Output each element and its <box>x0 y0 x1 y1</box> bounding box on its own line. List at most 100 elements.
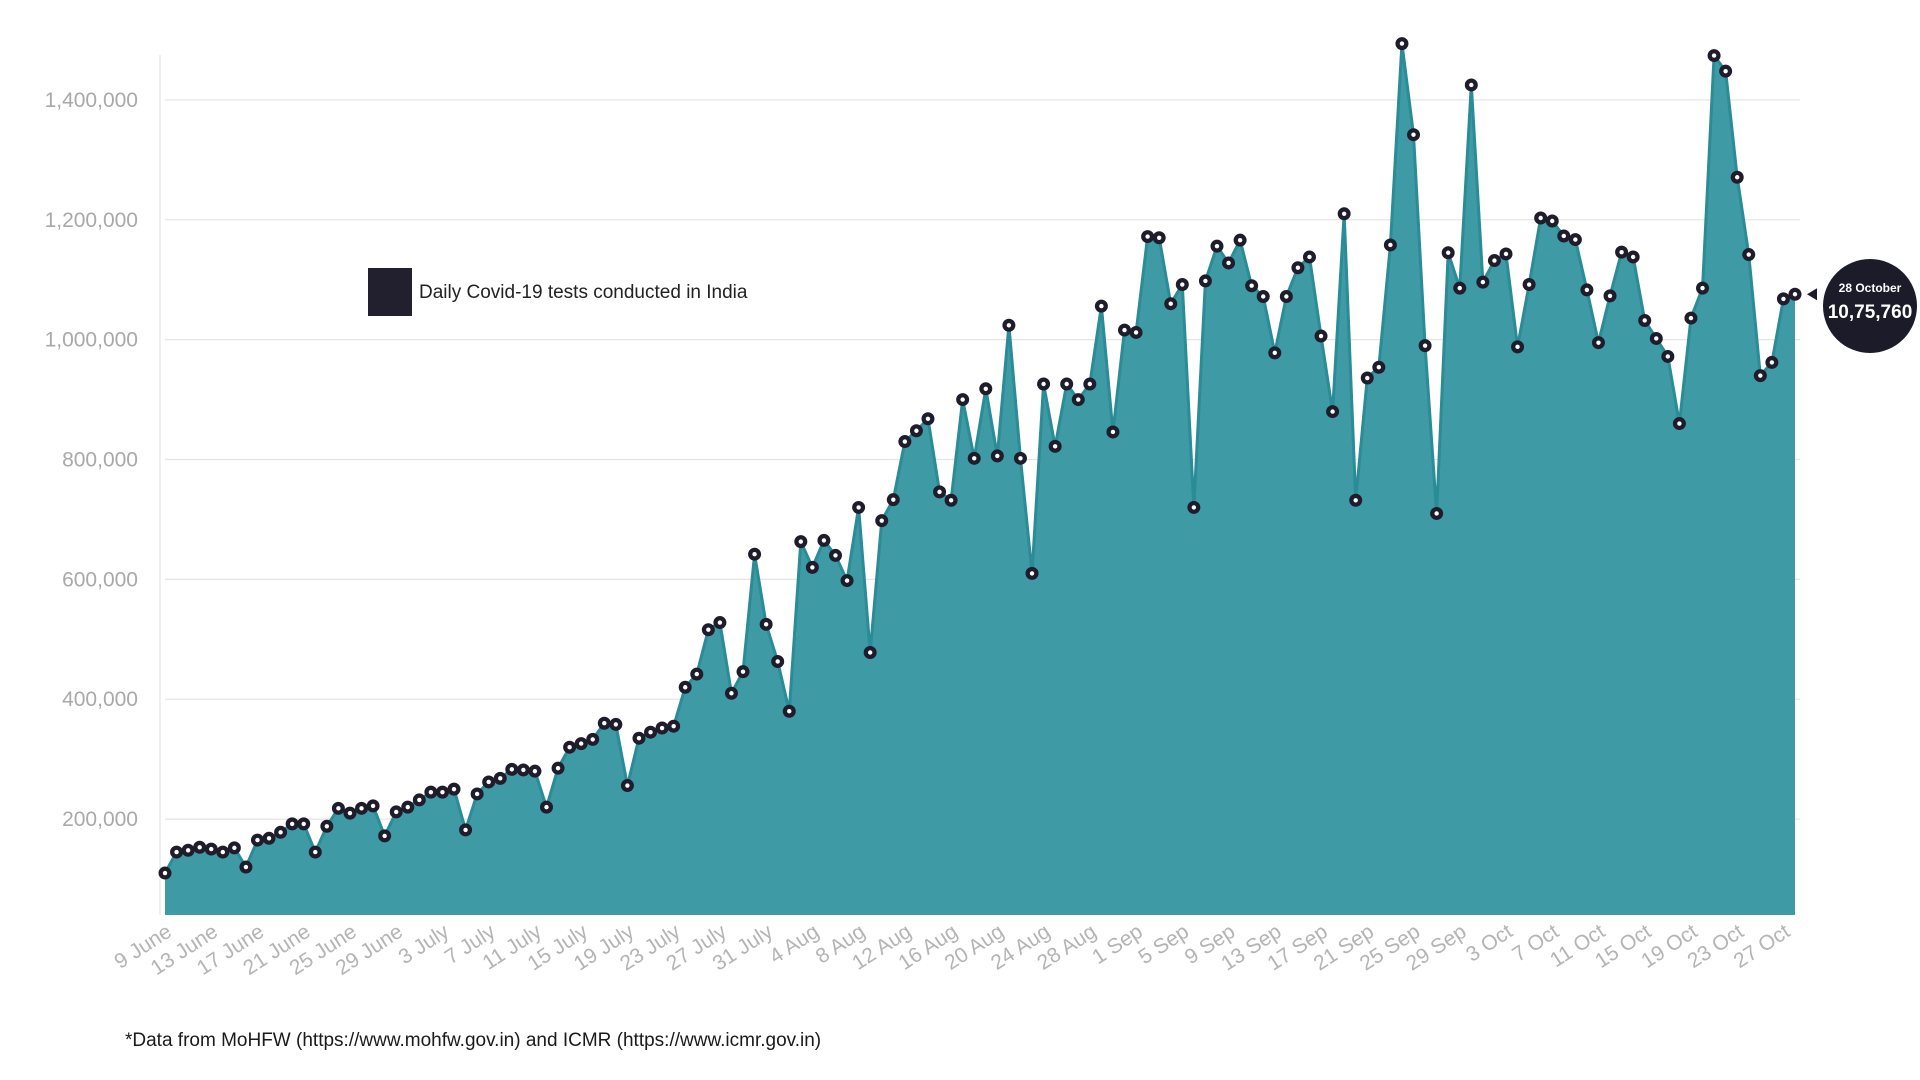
data-point-center <box>347 810 353 816</box>
data-point-center <box>625 783 630 788</box>
data-point-center <box>1341 211 1347 217</box>
data-point-center <box>1133 330 1139 335</box>
data-point-center <box>1122 327 1127 333</box>
data-point-center <box>1480 279 1486 285</box>
source-footnote: *Data from MoHFW (https://www.mohfw.gov.… <box>125 1030 822 1051</box>
data-point-center <box>683 685 688 690</box>
data-point-center <box>636 736 642 741</box>
data-point-center <box>278 830 283 835</box>
data-point-center <box>324 824 330 829</box>
data-point-center <box>521 767 526 773</box>
data-point-center <box>914 428 919 433</box>
data-point-center <box>602 721 607 726</box>
data-point-center <box>1029 571 1035 576</box>
data-point-center <box>648 730 653 735</box>
data-point-center <box>1688 315 1694 321</box>
data-point-center <box>891 497 896 502</box>
x-tick-label: 3 July <box>395 920 454 969</box>
data-point-center <box>255 837 260 843</box>
data-point-center <box>1388 242 1393 248</box>
data-point-center <box>1596 340 1601 345</box>
data-point-center <box>1330 409 1335 414</box>
data-point-center <box>1295 265 1301 270</box>
data-point-center <box>313 849 318 855</box>
data-point-center <box>1445 250 1451 255</box>
y-tick-label: 800,000 <box>62 449 138 472</box>
data-point-center <box>1550 218 1555 224</box>
data-point-center <box>567 744 572 750</box>
data-point-center <box>1711 53 1717 58</box>
data-point-center <box>1180 282 1185 287</box>
data-point-center <box>1654 336 1659 341</box>
data-point-center <box>266 836 272 841</box>
data-point-center <box>451 786 457 792</box>
data-point-center <box>763 622 769 627</box>
data-point-center <box>1769 360 1775 365</box>
data-point-center <box>1307 254 1312 260</box>
legend-swatch <box>368 268 412 316</box>
y-tick-label: 400,000 <box>62 688 138 711</box>
data-point-center <box>1642 318 1647 323</box>
data-point-center <box>671 724 676 729</box>
data-point-center <box>1365 375 1370 381</box>
data-point-center <box>1041 381 1046 387</box>
data-point-center <box>509 767 515 772</box>
data-point-center <box>1399 41 1405 46</box>
data-point-center <box>1087 381 1093 387</box>
data-point-center <box>1237 237 1243 243</box>
data-point-center <box>1538 215 1543 221</box>
data-point-center <box>1156 235 1162 240</box>
data-point-center <box>428 789 434 795</box>
y-tick-label: 1,000,000 <box>45 329 138 352</box>
data-point-center <box>856 505 861 510</box>
data-point-center <box>960 397 965 402</box>
y-tick-label: 600,000 <box>62 568 138 591</box>
data-point-center <box>1353 498 1358 503</box>
data-point-center <box>1469 82 1474 88</box>
data-point-center <box>972 456 977 461</box>
data-point-center <box>1492 258 1497 263</box>
data-point-center <box>162 870 168 876</box>
data-point-center <box>1561 233 1566 239</box>
data-point-center <box>729 691 734 696</box>
x-tick-label: 4 Aug <box>766 920 824 969</box>
legend: Daily Covid-19 tests conducted in India <box>368 268 748 316</box>
data-point-center <box>197 845 202 850</box>
data-point-center <box>232 845 237 851</box>
x-tick-label: 3 Oct <box>1462 920 1517 967</box>
data-point-center <box>301 821 306 827</box>
data-point-center <box>1723 68 1728 74</box>
data-point-center <box>1434 511 1439 516</box>
data-point-center <box>578 741 584 746</box>
data-point-center <box>1191 505 1197 510</box>
data-point-center <box>1099 303 1104 309</box>
data-point-center <box>590 737 595 742</box>
data-point-center <box>1700 285 1705 291</box>
data-point-center <box>1526 282 1532 287</box>
data-point-center <box>370 803 376 809</box>
data-point-center <box>394 809 399 815</box>
data-point-center <box>440 789 445 795</box>
data-point-center <box>937 489 942 495</box>
data-point-center <box>1607 293 1613 299</box>
callout-bubble <box>1823 259 1917 353</box>
data-point-center <box>1318 333 1324 339</box>
data-point-center <box>1203 278 1208 284</box>
data-point-center <box>1214 243 1220 249</box>
data-point-center <box>498 776 503 781</box>
x-tick-label: 1 Sep <box>1088 920 1147 969</box>
data-point-center <box>532 768 538 774</box>
data-point-center <box>1619 249 1624 255</box>
data-point-center <box>544 804 549 810</box>
y-tick-label: 1,400,000 <box>45 89 138 112</box>
data-point-center <box>1422 343 1428 348</box>
data-point-center <box>486 779 491 785</box>
data-point-center <box>1052 444 1058 449</box>
data-point-center <box>185 848 191 853</box>
data-point-center <box>752 552 757 557</box>
data-point-center <box>243 864 249 870</box>
data-point-center <box>810 565 815 570</box>
data-point-center <box>948 498 954 503</box>
data-point-center <box>798 539 804 544</box>
